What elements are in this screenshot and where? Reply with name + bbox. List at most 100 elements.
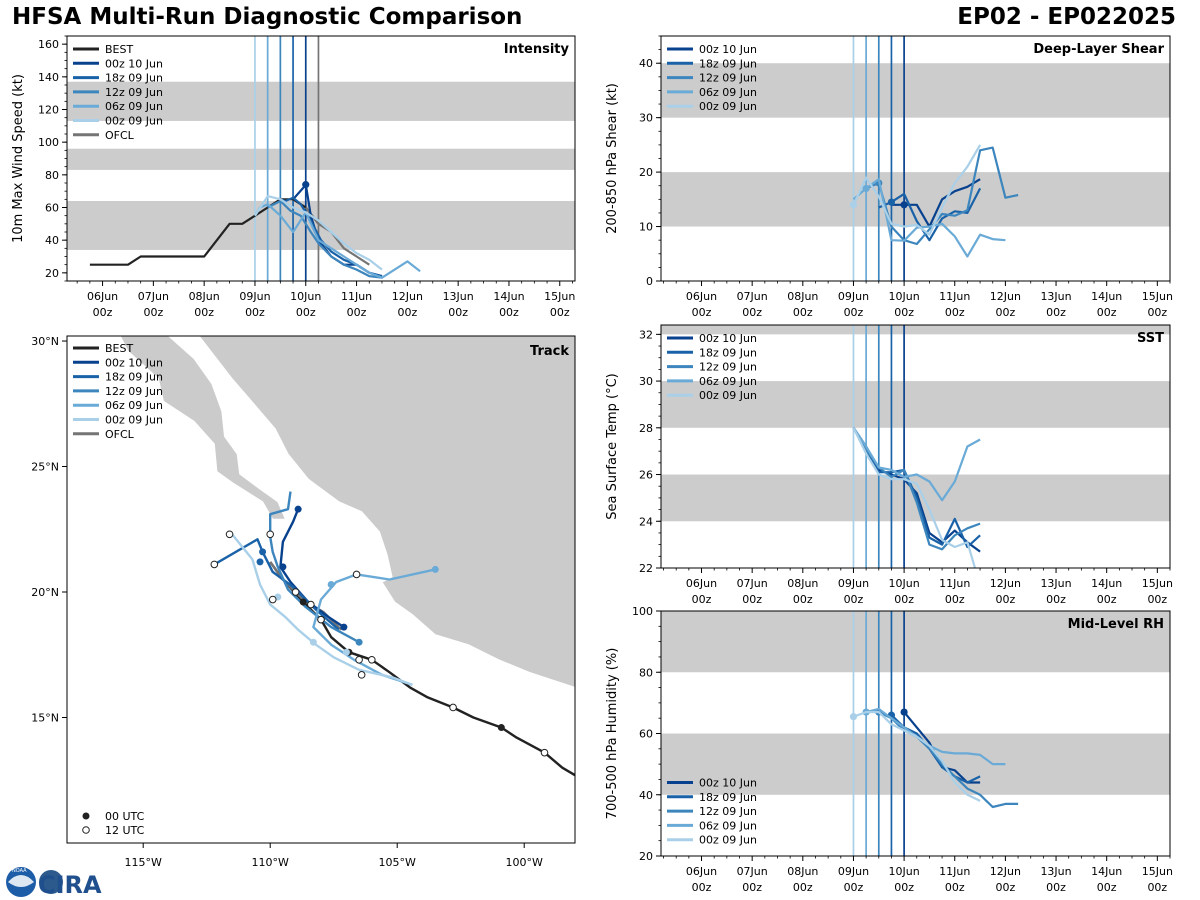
shear-series-00z-09-jun: [852, 144, 982, 236]
intensity-panel: 20 40 60 80 100 120 140 160 06Jun 00z 07Jun 00z 08Ju…: [11, 35, 576, 319]
track-marker-12utc: [225, 530, 234, 539]
rh-xtick-date: 11Jun: [939, 865, 970, 878]
track-marker-00utc: [294, 505, 302, 513]
track-marker-12utc: [317, 615, 325, 624]
shear-panel: 0 10 20 30 40 06Jun 00z 07Jun 00z 08Jun 00z 09Jun 00…: [605, 35, 1173, 319]
intensity-ylabel: 10m Max Wind Speed (kt): [11, 74, 26, 243]
shear-xtick-hour: 00z: [945, 306, 965, 319]
track-marker-12utc: [268, 595, 277, 604]
rh-xtick-date: 09Jun: [838, 865, 869, 878]
noaa-wave-icon: [8, 875, 34, 887]
track-lon-label: 100°W: [506, 856, 543, 869]
shear-xtick-date: 14Jun: [1091, 290, 1122, 303]
sst-xtick-hour: 00z: [945, 593, 965, 606]
intensity-xtick-date: 14Jun: [493, 290, 524, 303]
shear-title: Deep-Layer Shear: [1033, 42, 1164, 57]
intensity-xtick-date: 10Jun: [290, 290, 321, 303]
shear-xtick-date: 08Jun: [787, 290, 818, 303]
shear-xtick-hour: 00z: [844, 306, 864, 319]
shear-xtick-hour: 00z: [894, 306, 914, 319]
cira-globe-icon: [39, 870, 63, 894]
track-legend-label-00z-09-jun: 00z 09 Jun: [105, 414, 163, 427]
intensity-xtick-hour: 00z: [194, 306, 214, 319]
rh-xtick-hour: 00z: [692, 881, 712, 894]
sst-xtick-hour: 00z: [742, 593, 762, 606]
rh-xtick-hour: 00z: [844, 881, 864, 894]
rh-series-00z-09-jun: [853, 710, 981, 802]
track-marker-12utc: [291, 588, 300, 596]
cira-logo-text: CIRA: [38, 871, 102, 899]
rh-legend-label-18z-09-jun: 18z 09 Jun: [699, 791, 757, 804]
intensity-ytick-label: 140: [38, 71, 59, 84]
rh-ytick-label: 80: [639, 666, 653, 679]
intensity-ytick-label: 160: [38, 38, 59, 51]
shear-xtick-hour: 00z: [692, 306, 712, 319]
intensity-ytick-label: 100: [38, 136, 59, 149]
sst-xtick-date: 08Jun: [787, 577, 818, 590]
track-legend-label-00z-10-jun: 00z 10 Jun: [105, 356, 163, 369]
intensity-ytick-label: 40: [45, 234, 59, 247]
track-marker-12utc: [368, 655, 376, 664]
sst-xtick-hour: 00z: [894, 593, 914, 606]
sst-xtick-date: 14Jun: [1091, 577, 1122, 590]
rh-series-06z-09-jun: [865, 707, 1006, 766]
track-legend-00utc-marker: [82, 812, 90, 820]
shear-xtick-hour: 00z: [996, 306, 1016, 319]
intensity-series-00z-09-jun: [254, 195, 383, 271]
sst-xtick-hour: 00z: [844, 593, 864, 606]
sst-legend-label-12z-09-jun: 12z 09 Jun: [699, 361, 757, 374]
shear-ylabel: 200-850 hPa Shear (kt): [605, 83, 620, 234]
shear-legend-label-06z-09-jun: 06z 09 Jun: [699, 86, 757, 99]
shear-legend-label-18z-09-jun: 18z 09 Jun: [699, 57, 757, 70]
sst-ytick-label: 32: [639, 328, 653, 341]
track-lon-label: 110°W: [252, 856, 289, 869]
intensity-xtick-date: 08Jun: [189, 290, 220, 303]
track-frame: [66, 335, 576, 844]
intensity-xtick-hour: 00z: [143, 306, 163, 319]
track-marker-00utc: [431, 565, 439, 573]
sst-xtick-hour: 00z: [996, 593, 1016, 606]
rh-title: Mid-Level RH: [1068, 617, 1164, 632]
intensity-title: Intensity: [504, 42, 570, 57]
track-lat-label: 30°N: [31, 335, 59, 348]
shear-xtick-date: 13Jun: [1040, 290, 1071, 303]
intensity-marker-00z-10-jun: [302, 181, 310, 189]
shear-xtick-date: 11Jun: [939, 290, 970, 303]
rh-band-1: [661, 611, 1170, 673]
shear-xtick-date: 07Jun: [737, 290, 768, 303]
rh-marker-00z-09-jun: [849, 713, 858, 721]
track-marker-12utc: [352, 570, 361, 579]
track-marker-00utc: [309, 638, 317, 646]
intensity-xtick-hour: 00z: [93, 306, 113, 319]
shear-xtick-date: 06Jun: [686, 290, 717, 303]
sst-band-2: [661, 325, 1170, 335]
shear-ytick-label: 20: [639, 166, 653, 179]
track-line-00z-09-jun: [231, 533, 413, 687]
intensity-xtick-date: 06Jun: [87, 290, 118, 303]
track-line-18z-09-jun: [213, 538, 340, 631]
sst-xtick-date: 06Jun: [686, 577, 717, 590]
rh-marker-00z-10-jun: [900, 708, 908, 716]
intensity-xtick-date: 11Jun: [341, 290, 372, 303]
rh-xtick-hour: 00z: [1147, 881, 1167, 894]
sst-band-1: [661, 381, 1170, 428]
track-marker-12utc: [357, 671, 366, 679]
intensity-xtick-hour: 00z: [245, 306, 265, 319]
track-lon-label: 105°W: [379, 856, 416, 869]
track-land-0: [198, 336, 575, 688]
shear-xtick-hour: 00z: [742, 306, 762, 319]
sst-legend-label-06z-09-jun: 06z 09 Jun: [699, 375, 757, 388]
shear-xtick-hour: 00z: [1097, 306, 1117, 319]
track-line-00z-10-jun: [279, 508, 345, 629]
sst-xtick-date: 07Jun: [737, 577, 768, 590]
sst-ytick-label: 22: [639, 562, 653, 575]
rh-ytick-label: 20: [639, 850, 653, 863]
intensity-ytick-label: 20: [45, 267, 59, 280]
storm-id: EP02 - EP022025: [957, 4, 1176, 30]
page-title: HFSA Multi-Run Diagnostic Comparison: [12, 4, 523, 30]
intensity-ytick-label: 60: [45, 202, 59, 215]
intensity-legend-label-00z-10-jun: 00z 10 Jun: [105, 57, 163, 70]
shear-marker-00z-09-jun: [849, 201, 858, 209]
track-marker-00utc: [327, 580, 335, 588]
